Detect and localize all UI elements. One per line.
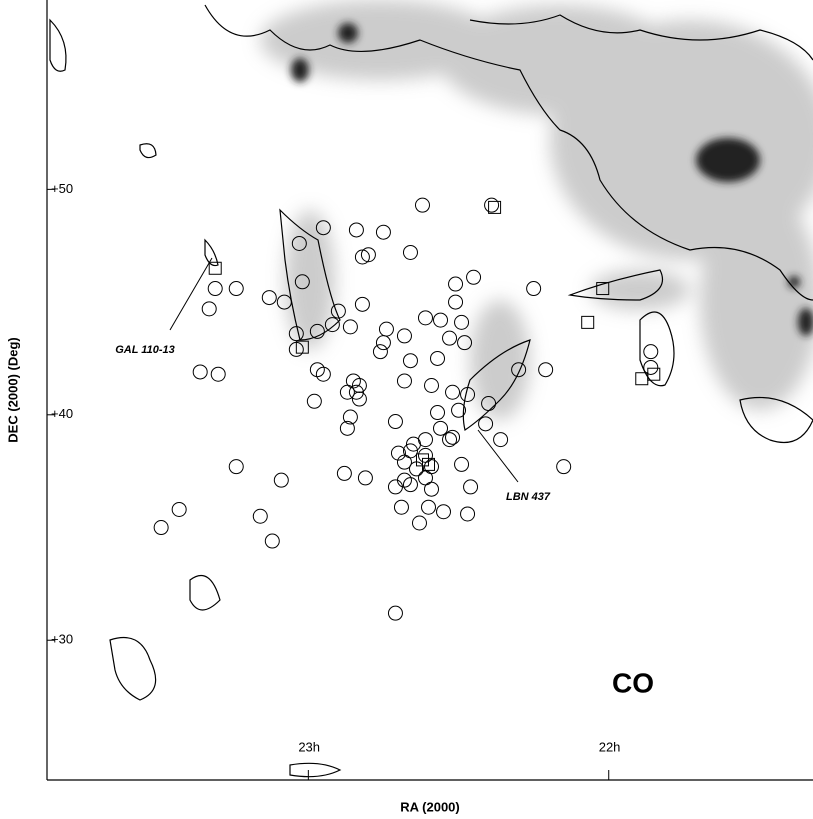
circle-marker [172,502,186,516]
circle-marker [557,460,571,474]
circle-marker [403,478,417,492]
circle-marker [154,521,168,535]
circle-marker [307,394,321,408]
circle-marker [446,430,460,444]
circle-marker [539,363,553,377]
circle-marker [403,245,417,259]
circle-marker [446,385,460,399]
circle-marker [425,482,439,496]
circle-marker [262,291,276,305]
y-tick-label: +30 [51,632,73,647]
co-emission [260,0,813,420]
circle-marker [434,313,448,327]
circle-marker [431,351,445,365]
circle-marker [397,374,411,388]
circle-marker [397,329,411,343]
circle-marker [193,365,207,379]
circle-marker [415,198,429,212]
circle-marker [418,448,432,462]
circle-marker [418,471,432,485]
circle-marker [343,320,357,334]
circle-marker [455,457,469,471]
circle-marker [467,270,481,284]
x-axis-label: RA (2000) [400,799,459,814]
circle-marker [211,367,225,381]
chart: GAL 110-13 LBN 437 CO RA (2000) DEC (200… [0,0,813,819]
circle-marker [412,516,426,530]
circle-marker [479,417,493,431]
x-tick-label: 22h [599,739,621,754]
circle-marker [455,315,469,329]
circle-marker [527,282,541,296]
circle-marker [425,378,439,392]
circle-marker [458,336,472,350]
circle-marker [337,466,351,480]
circle-marker [388,480,402,494]
circle-marker [443,331,457,345]
circle-marker [355,297,369,311]
annotation: GAL 110-13 [115,344,175,356]
y-tick-label: +40 [51,406,73,421]
circle-marker [431,406,445,420]
circle-marker [449,295,463,309]
circle-marker [310,363,324,377]
annotation: CO [612,667,654,698]
circle-marker [376,336,390,350]
circle-marker [202,302,216,316]
circle-marker [229,460,243,474]
circle-marker [485,198,499,212]
circle-marker [394,500,408,514]
circle-marker [449,277,463,291]
circle-marker [358,471,372,485]
y-tick-label: +50 [51,181,73,196]
annotation: LBN 437 [506,491,551,503]
circle-marker [437,505,451,519]
circle-marker [208,282,222,296]
circle-marker [229,282,243,296]
circle-marker [316,367,330,381]
circle-marker [265,534,279,548]
annotation-leader [478,430,518,482]
circle-marker [397,473,411,487]
circle-marker [434,421,448,435]
square-marker [582,316,594,328]
circle-marker [388,606,402,620]
circle-marker [425,460,439,474]
circle-marker [421,500,435,514]
circle-marker [349,223,363,237]
circle-marker [388,415,402,429]
circle-marker [461,507,475,521]
circle-marker [379,322,393,336]
circle-marker [373,345,387,359]
circle-marker [376,225,390,239]
y-axis-label: DEC (2000) (Deg) [5,337,20,442]
circle-marker [253,509,267,523]
circle-marker [274,473,288,487]
x-tick-label: 23h [298,739,320,754]
circle-marker [403,354,417,368]
circle-marker [464,480,478,494]
circle-marker [494,433,508,447]
circle-marker [418,311,432,325]
annotation-leader [170,258,212,330]
circle-marker [644,345,658,359]
